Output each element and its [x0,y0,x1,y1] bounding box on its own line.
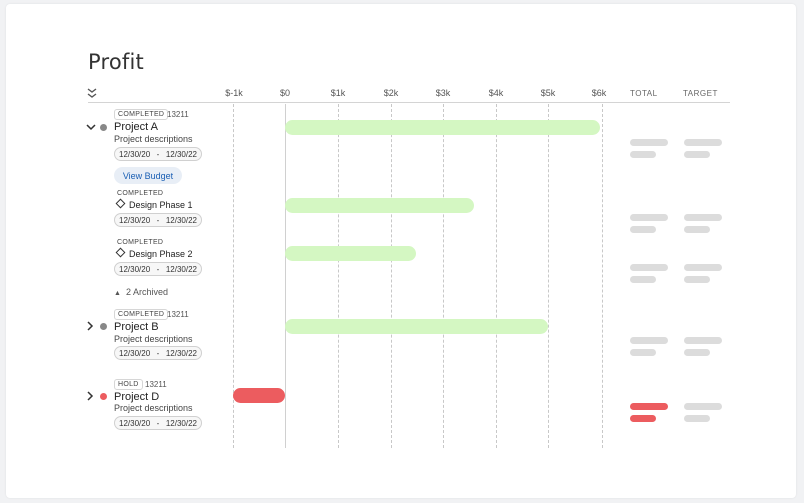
gridline [338,104,339,448]
project-name[interactable]: Project B [114,321,159,333]
axis-label-5k: $5k [540,88,556,98]
status-badge: COMPLETED [114,309,169,320]
project-name[interactable]: Project A [114,121,159,133]
header-divider [88,102,730,103]
status-dot [100,323,107,330]
date-start: 12/30/20 [119,264,151,274]
target-placeholder [684,151,710,158]
total-placeholder [630,276,656,283]
page-title: Profit [88,50,144,74]
date-start: 12/30/20 [119,149,151,159]
profit-bar-design-phase-1 [285,198,474,213]
date-start: 12/30/20 [119,215,151,225]
axis-label-1k: $1k [330,88,346,98]
date-range[interactable]: 12/30/20 - 12/30/22 [114,262,202,276]
target-placeholder [684,337,722,344]
chevron-right-icon[interactable] [86,391,94,401]
date-separator: - [156,264,160,274]
target-placeholder [684,403,722,410]
axis-label-6k: $6k [591,88,607,98]
date-range[interactable]: 12/30/20 - 12/30/22 [114,147,202,161]
date-range[interactable]: 12/30/20 - 12/30/22 [114,346,202,360]
profit-bar-design-phase-2 [285,246,417,261]
archived-toggle[interactable]: ▲ 2 Archived [114,287,168,297]
axis-label-0: $0 [279,88,291,98]
date-end: 12/30/22 [165,418,197,428]
chevron-right-icon[interactable] [86,321,94,331]
view-budget-button[interactable]: View Budget [114,167,182,184]
date-separator: - [156,348,160,358]
date-start: 12/30/20 [119,418,151,428]
project-name[interactable]: Project D [114,391,160,403]
total-placeholder-negative [630,403,668,410]
date-start: 12/30/20 [119,348,151,358]
project-description: Project descriptions [114,403,193,413]
status-badge: COMPLETED [114,109,169,120]
total-placeholder [630,151,656,158]
project-description: Project descriptions [114,334,193,344]
status-badge: COMPLETED [114,189,167,198]
profit-bar-project-a [285,120,600,135]
loss-bar-project-d [232,388,285,403]
chevron-down-icon[interactable] [86,123,96,131]
axis-label-4k: $4k [488,88,504,98]
target-placeholder [684,349,710,356]
date-range[interactable]: 12/30/20 - 12/30/22 [114,416,202,430]
date-end: 12/30/22 [165,264,197,274]
date-end: 12/30/22 [165,215,197,225]
gridline [548,104,549,448]
gridline [496,104,497,448]
total-placeholder [630,214,668,221]
target-placeholder [684,226,710,233]
target-placeholder [684,264,722,271]
status-dot [100,124,107,131]
collapse-all-icon[interactable] [86,86,98,100]
total-placeholder [630,349,656,356]
target-placeholder [684,214,722,221]
gridline [443,104,444,448]
total-column-header: TOTAL [630,89,658,98]
total-placeholder [630,264,668,271]
gridline [602,104,603,448]
project-id: 13211 [167,110,189,119]
date-separator: - [156,418,160,428]
date-separator: - [156,215,160,225]
project-id: 13211 [145,380,167,389]
phase-label: Design Phase 2 [129,249,193,259]
gridline [233,104,234,448]
diamond-icon [115,198,126,209]
target-column-header: TARGET [683,89,718,98]
axis-label-2k: $2k [383,88,399,98]
target-placeholder [684,276,710,283]
date-separator: - [156,149,160,159]
diamond-icon [115,247,126,258]
target-placeholder [684,139,722,146]
archived-label: 2 Archived [125,287,168,297]
status-badge: COMPLETED [114,238,167,247]
date-range[interactable]: 12/30/20 - 12/30/22 [114,213,202,227]
profit-bar-project-b [285,319,548,334]
date-end: 12/30/22 [165,348,197,358]
phase-label: Design Phase 1 [129,200,193,210]
gridline [391,104,392,448]
total-placeholder [630,139,668,146]
axis-label-neg1k: $-1k [225,88,243,98]
phase-name[interactable]: Design Phase 1 [115,198,193,210]
project-id: 13211 [167,310,189,319]
axis-label-3k: $3k [435,88,451,98]
status-badge: HOLD [114,379,143,390]
total-placeholder-negative [630,415,656,422]
caret-up-icon: ▲ [114,290,121,297]
gridline-zero [285,104,286,448]
total-placeholder [630,337,668,344]
project-description: Project descriptions [114,134,193,144]
status-dot [100,393,107,400]
total-placeholder [630,226,656,233]
target-placeholder [684,415,710,422]
phase-name[interactable]: Design Phase 2 [115,247,193,259]
date-end: 12/30/22 [165,149,197,159]
